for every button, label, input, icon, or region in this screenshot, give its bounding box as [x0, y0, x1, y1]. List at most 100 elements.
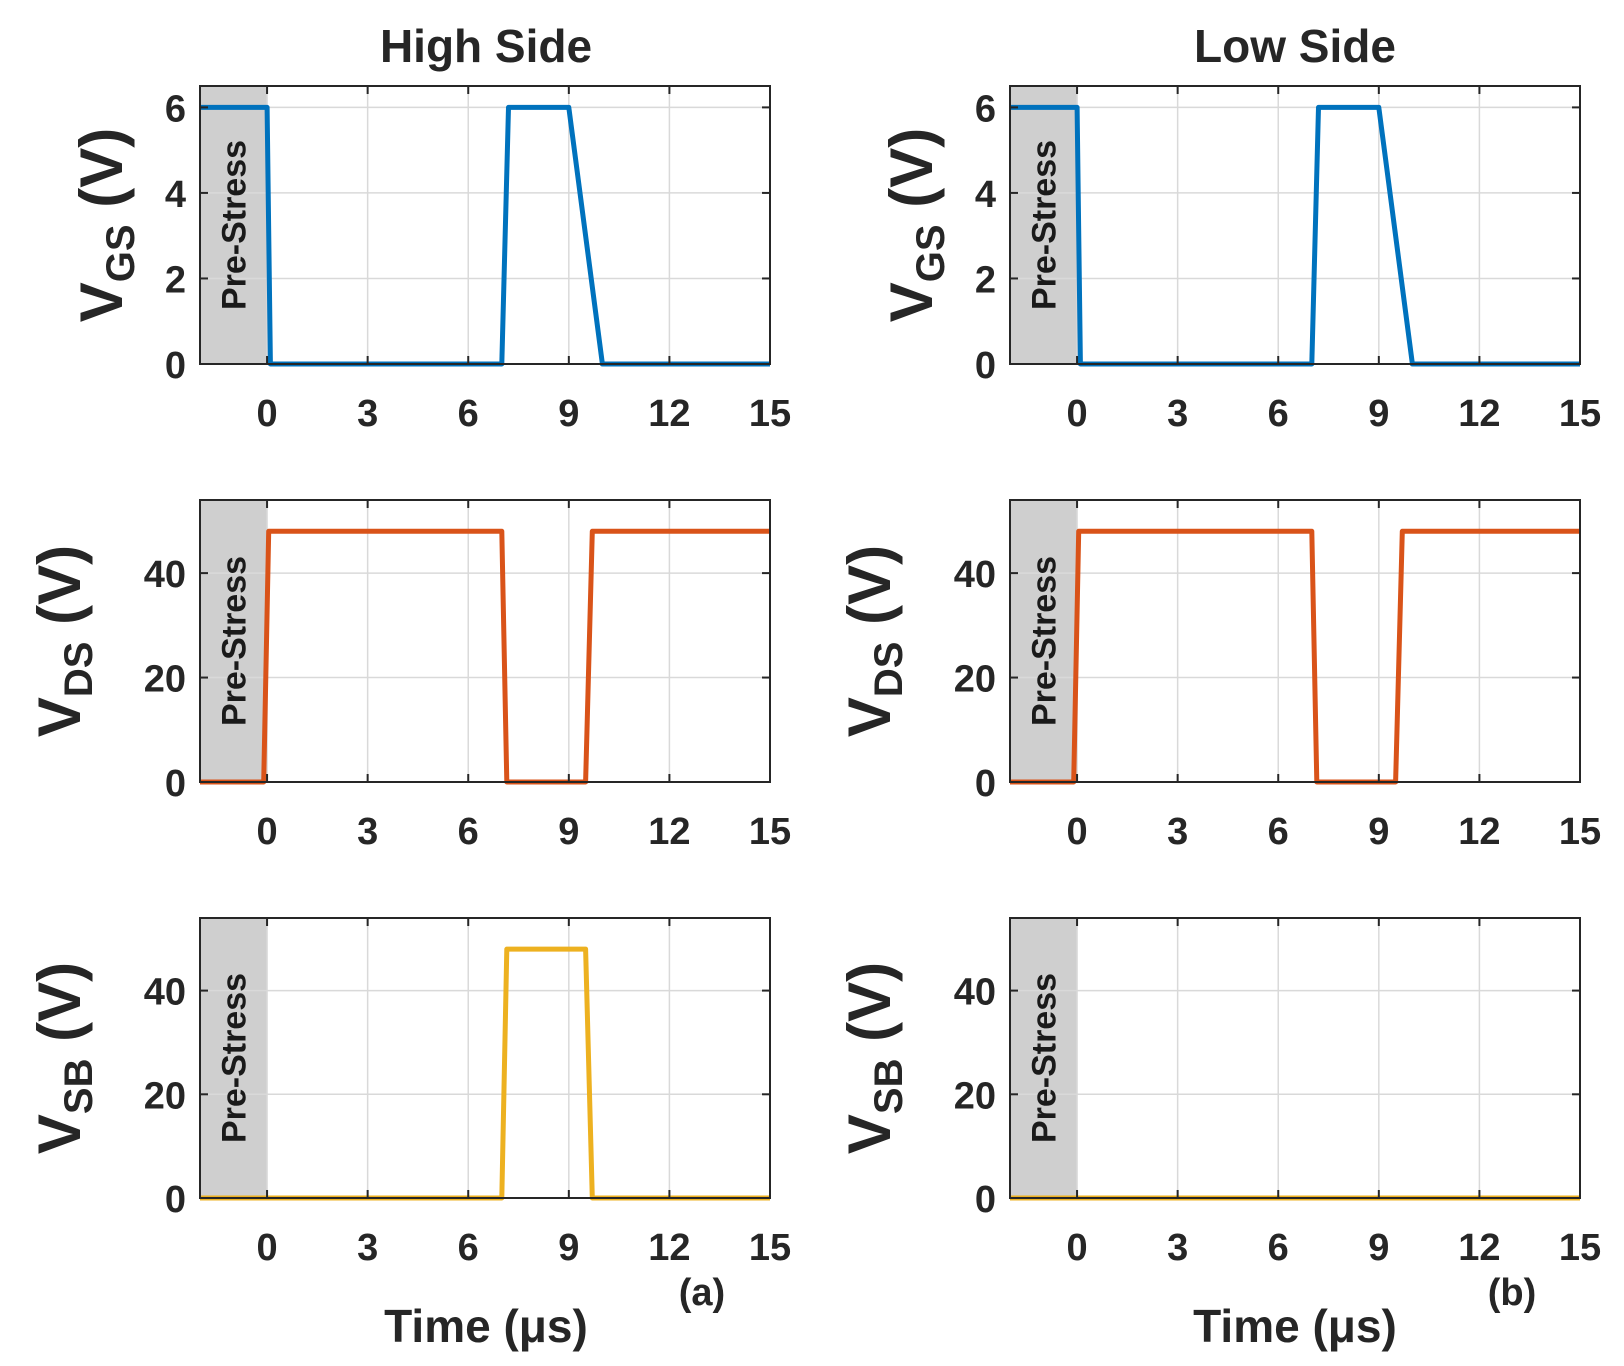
y-tick-label: 40 — [144, 554, 186, 596]
x-tick-label: 15 — [1559, 1227, 1601, 1269]
prestress-label: Pre-Stress — [216, 973, 254, 1143]
subplot-ds-low: Pre-Stress 0 3 6 9 12 15 0 20 40 VDS (V) — [836, 499, 1601, 853]
x-tick-label: 12 — [1458, 393, 1500, 435]
y-axis-label: VDS (V) — [26, 545, 101, 737]
y-axis-label: VGS (V) — [878, 128, 953, 322]
y-axis-label-subscript: SB — [57, 1059, 101, 1115]
y-axis-label-subscript: GS — [99, 224, 143, 282]
y-axis-label-symbol: V — [26, 697, 93, 737]
subplot-sb-high: Pre-Stress 0 3 6 9 12 15 0 20 40 VSB (V) — [26, 917, 791, 1269]
y-tick-label: 20 — [954, 659, 996, 701]
y-axis-label-unit: (V) — [26, 962, 93, 1059]
x-tick-label: 15 — [749, 1227, 791, 1269]
x-tick-label: 3 — [357, 393, 378, 435]
axes-box — [1009, 499, 1581, 783]
x-tick-label: 6 — [458, 1227, 479, 1269]
y-tick-label: 4 — [165, 174, 186, 216]
prestress-label: Pre-Stress — [216, 140, 254, 310]
y-axis-label-unit: (V) — [878, 128, 945, 225]
x-tick-label: 12 — [1458, 811, 1500, 853]
y-axis-label-symbol: V — [878, 282, 945, 322]
x-tick-label: 9 — [1368, 1227, 1389, 1269]
axes-box — [199, 499, 771, 783]
x-tick-label: 6 — [1268, 393, 1289, 435]
series-line-vsb — [200, 946, 770, 1201]
x-tick-label: 0 — [1066, 1227, 1087, 1269]
x-tick-label: 15 — [749, 811, 791, 853]
prestress-region — [1010, 500, 1078, 782]
series-line-vds — [200, 528, 770, 785]
prestress-label: Pre-Stress — [216, 556, 254, 726]
axes-box — [1009, 917, 1581, 1199]
y-tick-label: 20 — [144, 1075, 186, 1117]
y-axis-label-symbol: V — [26, 1114, 93, 1154]
subplot-gs-low: Pre-Stress 0 3 6 9 12 15 0 2 4 6 VGS (V) — [878, 85, 1601, 435]
x-tick-label: 9 — [1368, 393, 1389, 435]
y-axis-label-unit: (V) — [68, 128, 135, 225]
prestress-label: Pre-Stress — [1026, 140, 1064, 310]
y-tick-label: 40 — [954, 972, 996, 1014]
x-tick-label: 0 — [1066, 393, 1087, 435]
x-tick-label: 15 — [1559, 811, 1601, 853]
prestress-label: Pre-Stress — [1026, 556, 1064, 726]
panel-label-b: (b) — [1488, 1272, 1537, 1314]
y-axis-label-subscript: DS — [57, 642, 101, 698]
y-axis-label-subscript: SB — [867, 1059, 911, 1115]
series-line-vgs — [200, 104, 770, 367]
prestress-region — [200, 918, 268, 1198]
y-axis-label-symbol: V — [836, 697, 903, 737]
y-axis-label: VSB (V) — [836, 962, 911, 1154]
y-tick-label: 0 — [165, 763, 186, 805]
axes-box — [199, 917, 771, 1199]
y-tick-label: 0 — [975, 345, 996, 387]
x-tick-label: 6 — [1268, 811, 1289, 853]
series-line-vgs — [1010, 104, 1580, 367]
y-axis-label-unit: (V) — [26, 545, 93, 642]
prestress-region — [200, 86, 268, 364]
x-tick-label: 12 — [648, 393, 690, 435]
y-tick-label: 0 — [975, 1179, 996, 1221]
y-tick-label: 2 — [975, 259, 996, 301]
y-tick-label: 0 — [165, 1179, 186, 1221]
y-tick-label: 20 — [144, 659, 186, 701]
xlabel-left: Time (μs) — [384, 1300, 588, 1352]
x-tick-label: 3 — [357, 1227, 378, 1269]
y-tick-label: 0 — [975, 763, 996, 805]
column-title-high-side: High Side — [380, 20, 592, 72]
y-axis-label: VGS (V) — [68, 128, 143, 322]
y-axis-label: VDS (V) — [836, 545, 911, 737]
x-tick-label: 15 — [749, 393, 791, 435]
subplot-gs-high: Pre-Stress 0 3 6 9 12 15 0 2 4 6 VGS (V) — [68, 85, 791, 435]
y-axis-label-unit: (V) — [836, 545, 903, 642]
y-tick-label: 2 — [165, 259, 186, 301]
x-tick-label: 6 — [458, 393, 479, 435]
xlabel-right: Time (μs) — [1193, 1300, 1397, 1352]
x-tick-label: 9 — [1368, 811, 1389, 853]
y-tick-label: 20 — [954, 1075, 996, 1117]
x-tick-label: 3 — [1167, 811, 1188, 853]
x-tick-label: 12 — [1458, 1227, 1500, 1269]
x-tick-label: 9 — [558, 811, 579, 853]
prestress-region — [200, 500, 268, 782]
x-tick-label: 12 — [648, 1227, 690, 1269]
prestress-region — [1010, 86, 1078, 364]
y-tick-label: 4 — [975, 174, 996, 216]
x-tick-label: 12 — [648, 811, 690, 853]
x-tick-label: 3 — [357, 811, 378, 853]
y-tick-label: 0 — [165, 345, 186, 387]
y-tick-label: 40 — [954, 554, 996, 596]
prestress-region — [1010, 918, 1078, 1198]
y-tick-label: 6 — [165, 88, 186, 130]
x-tick-label: 6 — [458, 811, 479, 853]
x-tick-label: 6 — [1268, 1227, 1289, 1269]
x-tick-label: 0 — [1066, 811, 1087, 853]
y-axis-label-subscript: GS — [909, 224, 953, 282]
y-axis-label: VSB (V) — [26, 962, 101, 1154]
x-tick-label: 0 — [256, 811, 277, 853]
axes-box — [1009, 85, 1581, 365]
x-tick-label: 0 — [256, 1227, 277, 1269]
y-axis-label-symbol: V — [68, 282, 135, 322]
x-tick-label: 3 — [1167, 393, 1188, 435]
x-tick-label: 15 — [1559, 393, 1601, 435]
